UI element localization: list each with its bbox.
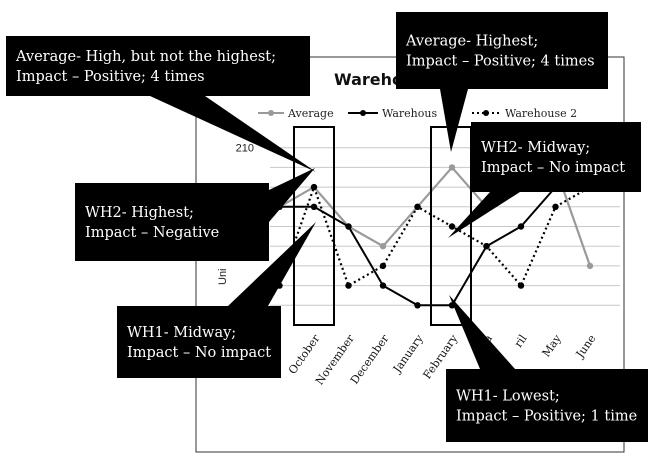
callout-box xyxy=(117,306,281,378)
chart-title: Wareho xyxy=(334,70,403,89)
callout-text-line: Impact – No impact xyxy=(481,160,625,176)
legend-warehouse2-label: Warehouse 2 xyxy=(505,107,577,120)
callout-text-line: Average- High, but not the highest; xyxy=(15,49,276,65)
series-point-0 xyxy=(448,164,456,171)
series-point-1 xyxy=(414,302,421,309)
callout-text-line: Impact – Positive; 1 time xyxy=(456,409,637,425)
series-point-2 xyxy=(345,282,352,289)
series-point-1 xyxy=(379,282,387,289)
callout-avg-highest: Average- Highest; Impact – Positive; 4 ti… xyxy=(396,12,608,152)
callout-wh2-midway: WH2- Midway; Impact – No impact xyxy=(448,122,641,238)
series-point-2 xyxy=(414,203,421,210)
series-point-0 xyxy=(586,262,594,270)
callout-text-line: WH1- Midway; xyxy=(127,325,236,341)
callout-pointer xyxy=(228,222,316,306)
legend-warehouse1-label: Warehous xyxy=(382,107,437,120)
callout-text-line: Impact – No impact xyxy=(127,345,271,361)
callout-text-line: Average- Highest; xyxy=(405,34,538,50)
callout-text-line: WH2- Highest; xyxy=(85,205,194,221)
y-axis-label: Uni xyxy=(217,268,229,285)
callout-box xyxy=(75,183,269,261)
callout-text-line: Impact – Positive; 4 times xyxy=(16,69,205,85)
legend-warehouse2-marker xyxy=(483,110,489,116)
series-point-2 xyxy=(552,203,559,210)
series-point-2 xyxy=(517,282,525,289)
callout-pointer xyxy=(440,89,468,152)
series-point-0 xyxy=(379,243,387,250)
series-point-1 xyxy=(345,223,352,230)
legend-average-marker xyxy=(268,110,274,116)
series-point-1 xyxy=(310,203,318,210)
callout-text-line: Impact – Negative xyxy=(85,225,219,241)
callout-text-line: Impact – Positive; 4 times xyxy=(406,54,595,70)
series-point-2 xyxy=(310,183,318,191)
y-tick-label: 210 xyxy=(236,143,254,155)
callout-box xyxy=(446,369,648,442)
callout-wh1-midway: WH1- Midway; Impact – No impact xyxy=(117,222,316,378)
legend-average-label: Average xyxy=(287,107,334,120)
callout-text-line: WH1- Lowest; xyxy=(456,389,560,405)
series-point-2 xyxy=(483,243,490,250)
callout-pointer xyxy=(150,96,316,172)
series-line-2 xyxy=(278,183,591,288)
series-line-1 xyxy=(279,166,591,307)
series-point-2 xyxy=(448,223,456,230)
callout-wh1-lowest: WH1- Lowest; Impact – Positive; 1 time xyxy=(446,295,648,442)
highlight-box-october xyxy=(293,126,335,326)
callout-box xyxy=(396,12,608,89)
callout-pointer xyxy=(269,168,315,222)
legend-warehouse1-marker xyxy=(360,110,366,116)
legend: Average Warehous Warehouse 2 xyxy=(258,107,577,120)
callout-wh2-highest: WH2- Highest; Impact – Negative xyxy=(75,168,315,261)
series-point-1 xyxy=(517,223,525,230)
series-point-2 xyxy=(379,262,387,270)
callout-pointer xyxy=(448,192,520,238)
callout-text-line: WH2- Midway; xyxy=(481,140,590,156)
callout-avg-high: Average- High, but not the highest; Impac… xyxy=(6,36,316,172)
callouts: Average- High, but not the highest; Impac… xyxy=(6,12,648,442)
callout-pointer xyxy=(449,295,515,369)
callout-box xyxy=(471,122,641,192)
callout-box xyxy=(6,36,310,96)
